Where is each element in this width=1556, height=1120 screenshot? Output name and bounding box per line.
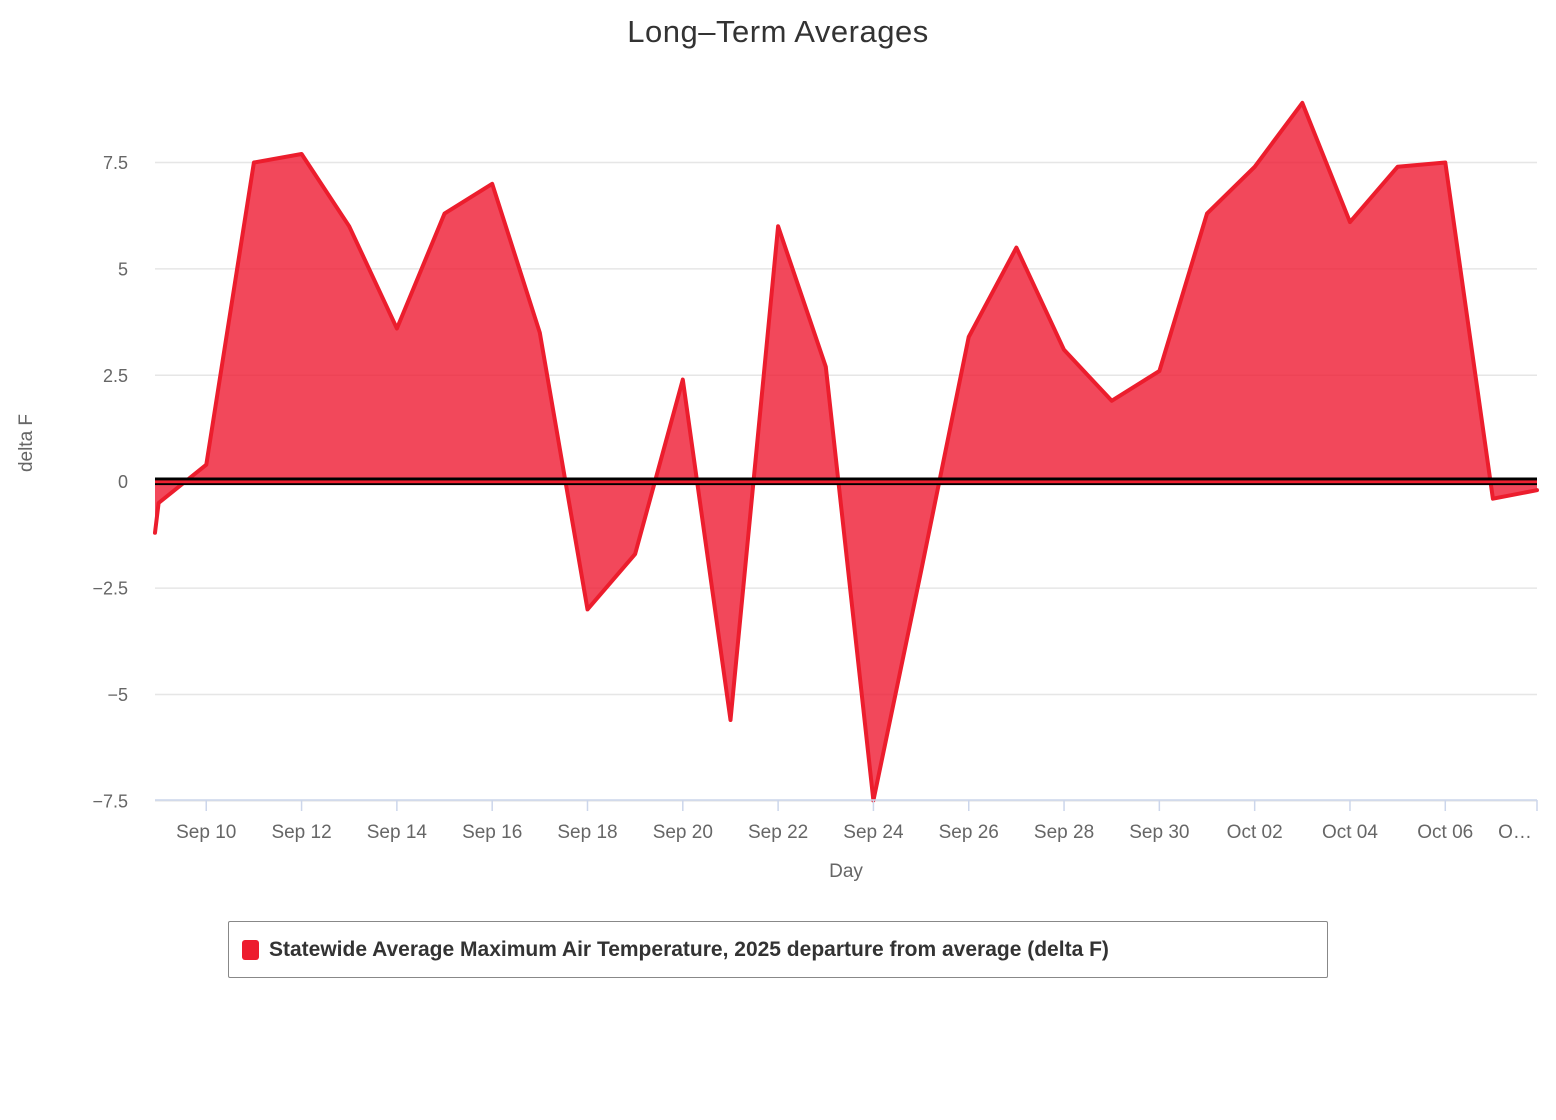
x-tick-label: Sep 10 — [176, 822, 236, 843]
y-tick-label: 2.5 — [103, 366, 128, 386]
legend-swatch-icon[interactable] — [242, 939, 259, 960]
chart-title: Long–Term Averages — [627, 14, 929, 49]
x-axis-title: Day — [829, 861, 863, 882]
x-tick-label: Oct 04 — [1322, 822, 1378, 843]
legend-box: Statewide Average Maximum Air Temperatur… — [228, 921, 1328, 978]
y-tick-label: 5 — [118, 259, 128, 279]
x-tick-label: Oct 06 — [1417, 822, 1473, 843]
x-tick-label: Sep 20 — [653, 822, 713, 843]
x-tick-label: Sep 18 — [557, 822, 617, 843]
legend-item-label[interactable]: Statewide Average Maximum Air Temperatur… — [269, 937, 1109, 961]
x-tick-label: Sep 14 — [367, 822, 428, 843]
zero-line-red — [155, 480, 1537, 484]
y-tick-label: −7.5 — [92, 791, 128, 811]
y-tick-label: 7.5 — [103, 153, 128, 173]
x-tick-label: Sep 28 — [1034, 822, 1094, 843]
y-tick-label: −2.5 — [92, 579, 128, 599]
x-tick-label: O… — [1498, 822, 1532, 843]
x-tick-label: Sep 30 — [1129, 822, 1189, 843]
y-axis-title: delta F — [16, 413, 37, 473]
x-tick-label: Oct 02 — [1227, 822, 1283, 843]
x-tick-label: Sep 22 — [748, 822, 808, 843]
y-tick-label: −5 — [107, 685, 128, 705]
x-tick-label: Sep 24 — [843, 822, 904, 843]
series-line — [153, 100, 1539, 803]
x-tick-label: Sep 26 — [939, 822, 999, 843]
x-tick-label: Sep 16 — [462, 822, 522, 843]
y-tick-label: 0 — [118, 472, 128, 492]
series-area — [155, 102, 1537, 801]
x-tick-label: Sep 12 — [271, 822, 331, 843]
